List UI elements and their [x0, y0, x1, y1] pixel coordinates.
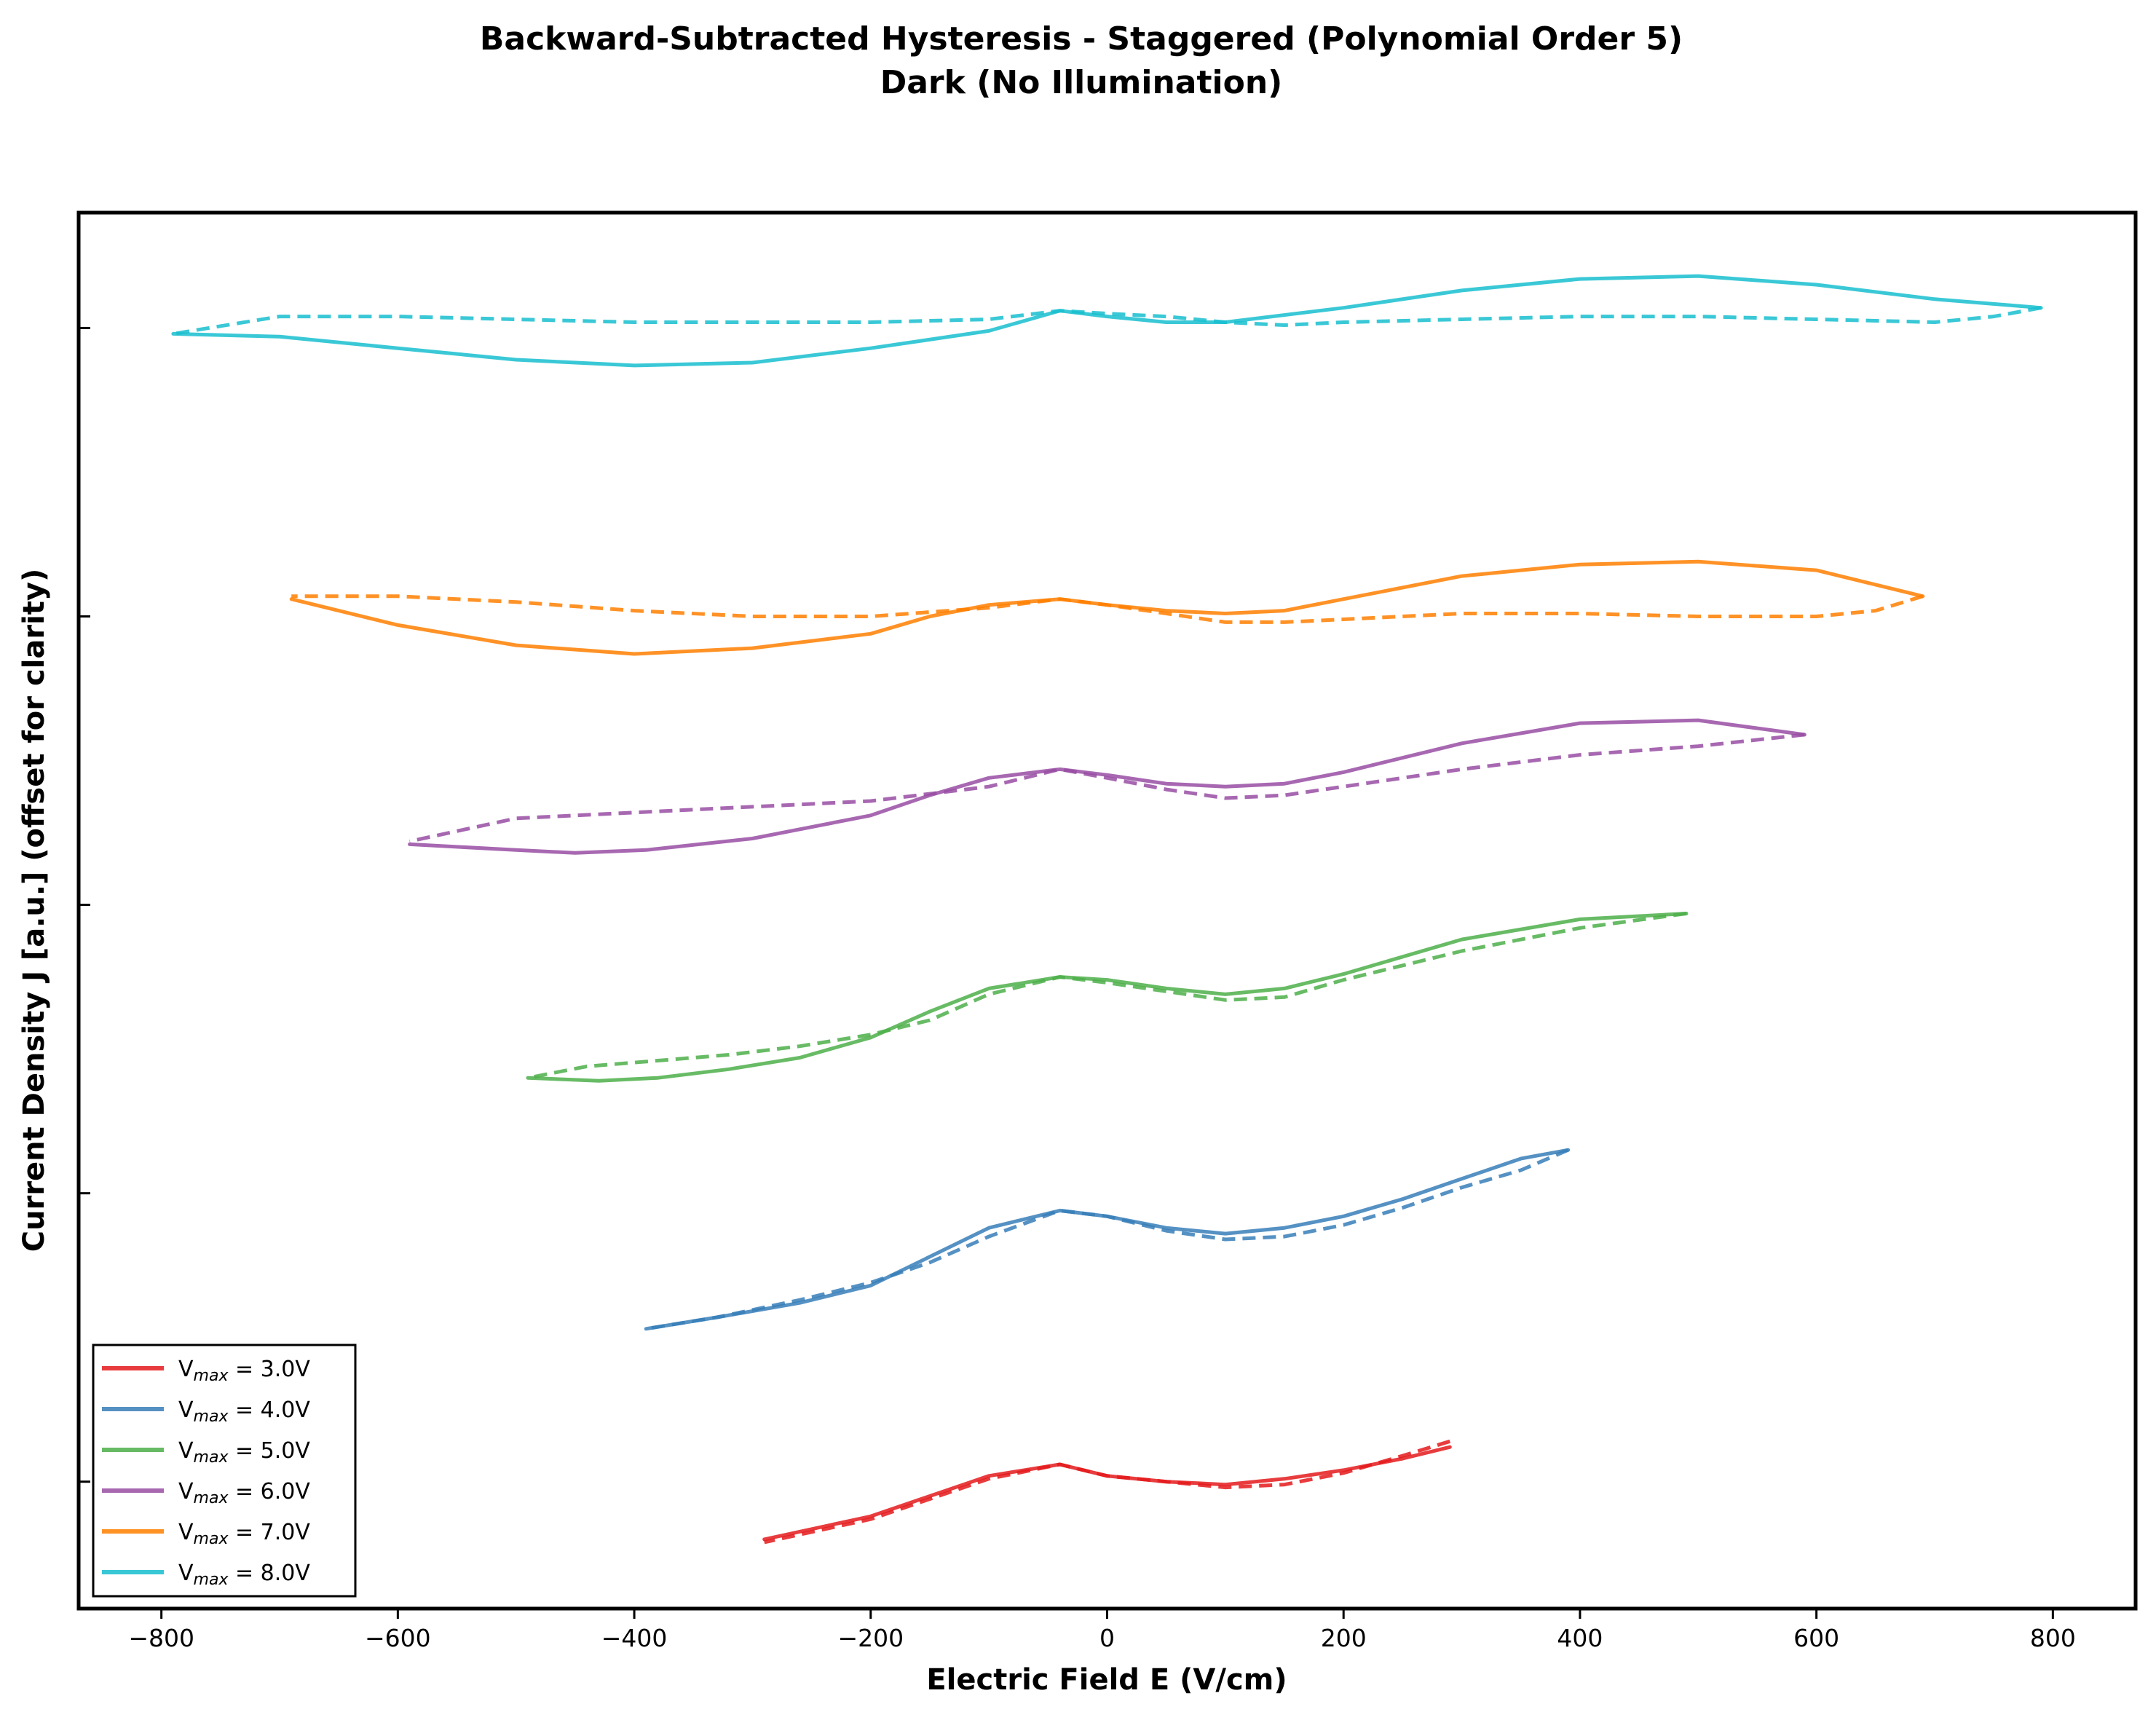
y-axis-ticks	[79, 326, 90, 1483]
x-axis-label: Electric Field E (V/cm)	[926, 1663, 1287, 1697]
x-tick-label: −400	[601, 1624, 668, 1652]
x-tick-label: 200	[1321, 1624, 1367, 1652]
series-backward-line	[764, 1439, 1451, 1545]
series-backward-line	[173, 306, 2042, 336]
series-backward-line	[527, 912, 1687, 1080]
chart-title: Backward-Subtracted Hysteresis - Stagger…	[480, 20, 1683, 58]
legend-entry-label: Vmax = 7.0V	[178, 1520, 310, 1548]
x-tick-label: −200	[837, 1624, 904, 1652]
series-group	[408, 718, 1806, 855]
x-tick-label: −800	[128, 1624, 194, 1652]
series-group	[644, 1148, 1571, 1331]
series-forward-line	[644, 1148, 1571, 1331]
series-group	[171, 274, 2043, 368]
legend-items: Vmax = 3.0V Vmax = 4.0V Vmax = 5.0V Vmax = …	[102, 1357, 310, 1589]
legend-entry-label: Vmax = 6.0V	[178, 1479, 310, 1507]
x-tick-label: 600	[1793, 1624, 1839, 1652]
series-forward-line	[171, 274, 2043, 368]
series-group	[526, 912, 1689, 1083]
legend-entry-label: Vmax = 5.0V	[178, 1438, 310, 1467]
legend: Vmax = 3.0V Vmax = 4.0V Vmax = 5.0V Vmax = …	[92, 1344, 357, 1598]
legend-entry-label: Vmax = 4.0V	[178, 1397, 310, 1426]
series-forward-line	[762, 1445, 1452, 1542]
series-group	[289, 559, 1925, 656]
plot-frame	[76, 210, 2138, 1611]
x-axis-ticks: −800 −600 −400 −200 0 200 400 600 800	[128, 1609, 2076, 1652]
x-tick-label: 800	[2030, 1624, 2076, 1652]
x-tick-label: 0	[1099, 1624, 1115, 1652]
y-axis-label: Current Density J [a.u.] (offset for cla…	[17, 569, 51, 1252]
series-backward-line	[645, 1148, 1569, 1331]
x-tick-label: 400	[1557, 1624, 1603, 1652]
legend-entry-label: Vmax = 8.0V	[178, 1561, 310, 1589]
series-backward-line	[291, 594, 1924, 624]
legend-box	[92, 1344, 357, 1598]
chart-subtitle: Dark (No Illumination)	[880, 64, 1283, 101]
legend-entry-label: Vmax = 3.0V	[178, 1357, 310, 1385]
series-group	[762, 1439, 1452, 1545]
series-backward-line	[409, 733, 1805, 843]
plot-area	[171, 274, 2043, 1545]
x-tick-label: −600	[365, 1624, 431, 1652]
series-forward-line	[408, 718, 1806, 855]
